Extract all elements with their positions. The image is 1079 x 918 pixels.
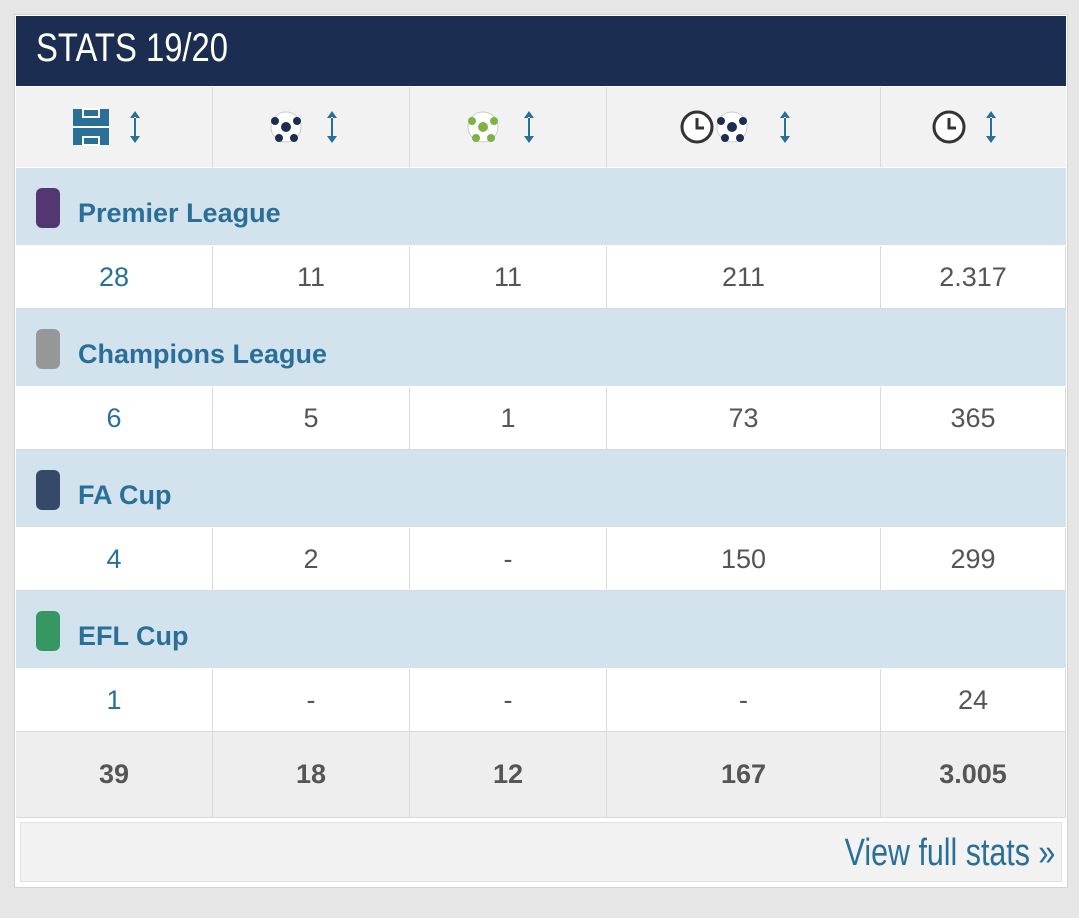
sort-assists[interactable] — [410, 87, 607, 167]
stat-cell: 6 — [16, 387, 213, 450]
stat-cell: 2.317 — [881, 246, 1066, 309]
stat-cell: 150 — [607, 528, 881, 591]
stat-cell: 2 — [213, 528, 410, 591]
stat-cell: - — [213, 669, 410, 732]
view-full-stats-link[interactable]: View full stats » — [844, 832, 1055, 874]
stat-cell: 299 — [881, 528, 1066, 591]
clock-ball-icon — [680, 110, 790, 144]
stat-cell: 24 — [881, 669, 1066, 732]
stat-cell: 4 — [16, 528, 213, 591]
competition-logo — [36, 329, 60, 369]
sort-appearances[interactable] — [16, 87, 213, 167]
stat-cell: 11 — [410, 246, 607, 309]
competition-row: Champions League — [16, 309, 1066, 386]
competition-name: FA Cup — [78, 480, 172, 510]
stat-cell: 365 — [881, 387, 1066, 450]
stat-cell: 5 — [213, 387, 410, 450]
sort-minutes-per-goal[interactable] — [607, 87, 881, 167]
total-cell: 12 — [410, 732, 607, 818]
stat-cell: - — [410, 669, 607, 732]
stat-cell: 11 — [213, 246, 410, 309]
stat-cell: 211 — [607, 246, 881, 309]
clock-icon — [932, 110, 996, 144]
total-cell: 18 — [213, 732, 410, 818]
stat-cell: - — [410, 528, 607, 591]
title: STATS 19/20 — [36, 26, 229, 70]
total-cell: 39 — [16, 732, 213, 818]
pitch-icon — [73, 108, 140, 146]
assist-icon — [467, 111, 534, 143]
total-cell: 3.005 — [881, 732, 1066, 818]
competition-name: Premier League — [78, 198, 281, 228]
total-cell: 167 — [607, 732, 881, 818]
competition-name: EFL Cup — [78, 621, 189, 651]
ball-icon — [270, 111, 337, 143]
stat-cell: - — [607, 669, 881, 732]
competition-row: EFL Cup — [16, 591, 1066, 668]
stat-cell: 28 — [16, 246, 213, 309]
title-bar — [16, 16, 1066, 86]
competition-logo — [36, 470, 60, 510]
footer — [20, 822, 1062, 882]
sort-minutes[interactable] — [881, 87, 1066, 167]
competition-name: Champions League — [78, 339, 328, 369]
competition-logo — [36, 611, 60, 651]
competition-row: FA Cup — [16, 450, 1066, 527]
competition-row: Premier League — [16, 168, 1066, 245]
stat-cell: 1 — [16, 669, 213, 732]
sort-goals[interactable] — [213, 87, 410, 167]
stat-cell: 73 — [607, 387, 881, 450]
competition-logo — [36, 188, 60, 228]
stat-cell: 1 — [410, 387, 607, 450]
